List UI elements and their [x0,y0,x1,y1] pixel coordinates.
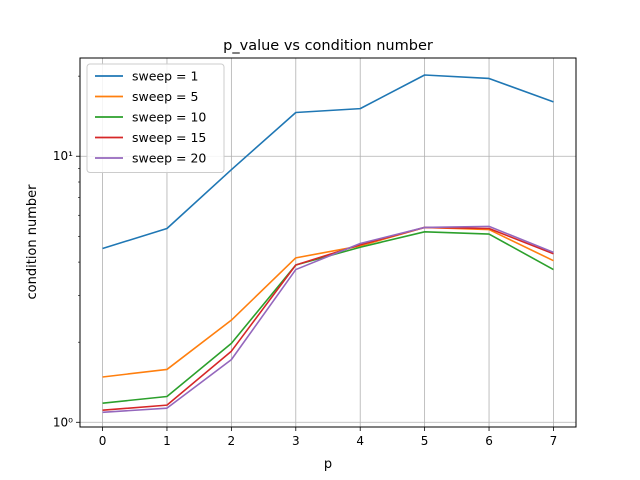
series-lines [102,74,554,414]
series-line-sweep-4 [102,225,554,414]
series-line-sweep-1 [102,226,554,378]
y-axis-ticks: 10⁰ 10¹ [53,75,80,429]
x-tick-label: 1 [163,434,171,448]
legend: sweep = 1 sweep = 5 sweep = 10 sweep = 15 sw… [86,63,225,173]
y-tick-label: 10⁰ [53,415,73,429]
chart-title: p_value vs condition number [223,38,433,54]
x-tick-label: 0 [99,434,107,448]
series-line-sweep-3 [102,226,554,412]
legend-box [86,63,225,173]
x-tick-label: 6 [485,434,493,448]
x-tick-label: 2 [228,434,236,448]
x-tick-label: 7 [550,434,558,448]
legend-label: sweep = 15 [132,130,206,145]
plot-area-frame [79,57,577,428]
x-tick-label: 4 [356,434,364,448]
x-axis-label: p [324,457,332,472]
x-tick-label: 5 [421,434,429,448]
legend-label: sweep = 10 [132,110,206,125]
x-tick-label: 3 [292,434,300,448]
y-tick-label: 10¹ [53,149,73,163]
legend-label: sweep = 5 [132,89,198,104]
x-axis-ticks: 0 1 2 3 4 5 6 7 [99,427,558,448]
grid-lines [80,58,576,427]
y-axis-label: condition number [25,184,40,300]
series-line-sweep-0 [102,74,554,250]
legend-label: sweep = 20 [132,151,206,166]
legend-label: sweep = 1 [132,69,198,84]
